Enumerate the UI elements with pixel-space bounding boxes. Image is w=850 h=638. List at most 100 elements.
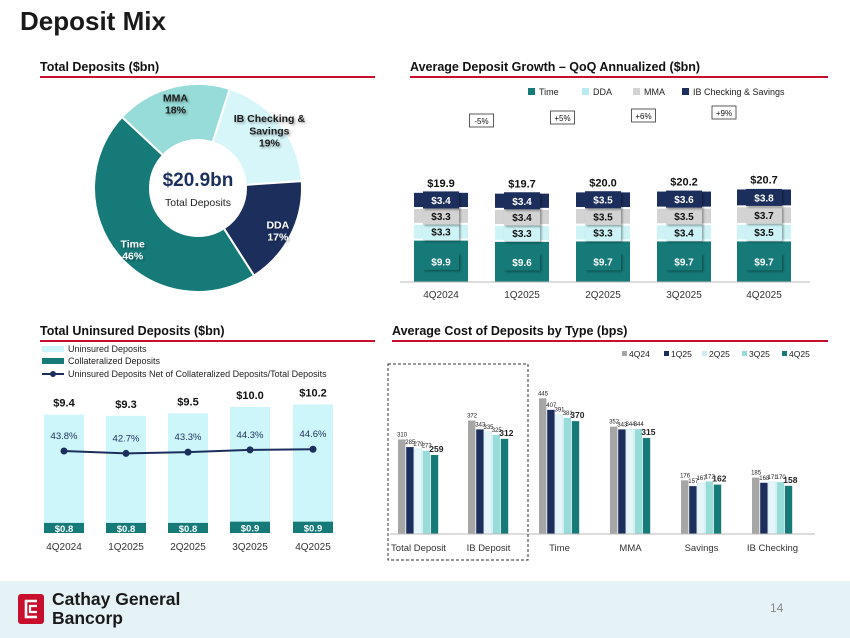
bar-value-label: $3.5 bbox=[674, 212, 694, 223]
legend-label-ib-checking-savings: IB Checking & Savings bbox=[693, 87, 785, 97]
uninsured-total-label: $10.2 bbox=[299, 387, 327, 399]
uninsured-total-label: $9.3 bbox=[115, 399, 136, 411]
bar-value-label: $3.3 bbox=[512, 229, 532, 240]
cost-value-label: 171 bbox=[767, 475, 778, 481]
collateralized-bar bbox=[168, 522, 208, 533]
bar-label-box-3Q2025-2 bbox=[666, 207, 702, 225]
cost-value-label: 158 bbox=[783, 475, 797, 485]
legend-swatch-ib-checking-savings bbox=[682, 88, 689, 95]
collateralized-value-label: $0.8 bbox=[179, 524, 198, 535]
legend-swatch-3q25 bbox=[742, 351, 747, 356]
ratio-point bbox=[309, 445, 317, 453]
growth-label: -5% bbox=[474, 117, 488, 126]
uninsured-bar bbox=[293, 404, 333, 533]
cost-value-label: 312 bbox=[499, 428, 513, 438]
cost-value-label: 335 bbox=[483, 425, 494, 431]
cost-value-label: 176 bbox=[680, 473, 691, 479]
bar-total-label: $20.0 bbox=[589, 177, 617, 189]
legend-swatch-4q24 bbox=[622, 351, 627, 356]
cost-value-label: 168 bbox=[759, 476, 770, 482]
legend-label-1q25: 1Q25 bbox=[671, 349, 692, 359]
collateralized-bar bbox=[106, 522, 146, 533]
cost-value-label: 344 bbox=[625, 422, 636, 428]
collateralized-bar bbox=[293, 521, 333, 533]
legend-swatch-mma bbox=[633, 88, 640, 95]
growth-label: +5% bbox=[554, 114, 570, 123]
collateralized-bar bbox=[230, 521, 270, 533]
cost-value-label: 343 bbox=[475, 422, 486, 428]
legend-marker-ratio bbox=[50, 371, 56, 377]
bar-label-box-1Q2025-3 bbox=[504, 192, 540, 210]
x-tick-label: Time bbox=[549, 543, 570, 554]
legend-label-mma: MMA bbox=[644, 87, 665, 97]
cost-bar bbox=[681, 480, 689, 534]
avg-cost-title: Average Cost of Deposits by Type (bps) bbox=[392, 324, 628, 338]
bar-label-box-4Q2025-2 bbox=[746, 206, 782, 224]
cost-bar bbox=[610, 426, 618, 534]
uninsured-deposits-chart: Uninsured Deposits Collateralized Deposit… bbox=[42, 344, 333, 553]
cost-bar bbox=[563, 417, 571, 534]
donut-slice-time bbox=[93, 115, 256, 293]
bar-value-label: $3.4 bbox=[512, 197, 532, 208]
logo-line-2: Bancorp bbox=[52, 608, 123, 628]
avg-deposit-growth-title: Average Deposit Growth – QoQ Annualized … bbox=[410, 60, 701, 74]
bar-value-label: $9.7 bbox=[593, 258, 613, 269]
cost-bar bbox=[539, 398, 547, 534]
bar-label-box-4Q2025-3 bbox=[746, 188, 782, 206]
bar-label-box-4Q2024-1 bbox=[423, 223, 459, 241]
bar-total-label: $19.9 bbox=[427, 178, 455, 190]
bar-label-box-3Q2025-1 bbox=[666, 223, 702, 241]
bar-value-label: $9.9 bbox=[431, 257, 451, 268]
growth-badge bbox=[550, 110, 575, 125]
legend-label-time: Time bbox=[539, 87, 559, 97]
uninsured-bar bbox=[168, 413, 208, 533]
x-tick-label: IB Checking bbox=[747, 543, 798, 554]
bar-value-label: $3.4 bbox=[674, 228, 694, 239]
cost-value-label: 279 bbox=[413, 442, 424, 448]
uninsured-bar bbox=[230, 407, 270, 533]
ratio-point bbox=[60, 447, 68, 455]
logo-line-1: Cathay General bbox=[52, 589, 181, 609]
bar-value-label: $3.6 bbox=[674, 195, 694, 206]
collateralized-value-label: $0.8 bbox=[117, 524, 136, 535]
donut-center-label: Total Deposits bbox=[165, 197, 231, 209]
cost-value-label: 157 bbox=[688, 479, 699, 485]
legend-swatch-uninsured bbox=[42, 346, 64, 352]
cost-bar bbox=[500, 438, 509, 534]
x-tick-label: MMA bbox=[619, 543, 642, 554]
bar-label-box-3Q2025-3 bbox=[666, 190, 702, 208]
x-tick-label: Total Deposit bbox=[391, 543, 446, 554]
ratio-value-label: 43.8% bbox=[51, 431, 78, 442]
legend-swatch-collateralized bbox=[42, 358, 64, 364]
ratio-point bbox=[184, 448, 192, 456]
cost-bar bbox=[697, 482, 706, 535]
uninsured-bar bbox=[44, 414, 84, 533]
uninsured-total-label: $10.0 bbox=[236, 390, 264, 402]
total-deposits-donut-chart: MMA 18% IB Checking & Savings 19% DDA 17% Time 4… bbox=[93, 83, 306, 293]
uninsured-bar bbox=[106, 415, 146, 533]
bar-value-label: $3.4 bbox=[431, 196, 451, 207]
cost-value-label: 370 bbox=[570, 410, 584, 420]
x-tick-label: 3Q2025 bbox=[232, 542, 268, 553]
cost-value-label: 285 bbox=[405, 440, 416, 446]
donut-label-time: Time 46% bbox=[121, 238, 145, 262]
company-logo-text: Cathay General Bancorp bbox=[52, 590, 180, 628]
cost-bar bbox=[430, 455, 439, 534]
avg-deposit-growth-rule bbox=[410, 76, 828, 78]
ratio-value-label: 44.3% bbox=[237, 430, 264, 441]
legend-label-4q25: 4Q25 bbox=[789, 349, 810, 359]
legend-swatch-4q25 bbox=[782, 351, 787, 356]
ratio-point bbox=[246, 446, 254, 454]
bar-label-box-1Q2025-2 bbox=[504, 208, 540, 226]
cost-bar bbox=[618, 429, 626, 534]
cost-bar bbox=[406, 447, 414, 534]
cost-value-label: 259 bbox=[429, 444, 443, 454]
avg-cost-rule bbox=[392, 340, 828, 342]
donut-label-ib-checking-savings: IB Checking & Savings 19% bbox=[234, 113, 306, 149]
donut-slice-ib-checking-savings bbox=[211, 87, 303, 186]
bar-label-box-1Q2025-1 bbox=[504, 224, 540, 242]
collateralized-value-label: $0.9 bbox=[241, 523, 260, 534]
growth-label: +6% bbox=[635, 112, 651, 121]
legend-label-collateralized: Collateralized Deposits bbox=[68, 356, 161, 366]
cost-bar bbox=[752, 477, 760, 534]
